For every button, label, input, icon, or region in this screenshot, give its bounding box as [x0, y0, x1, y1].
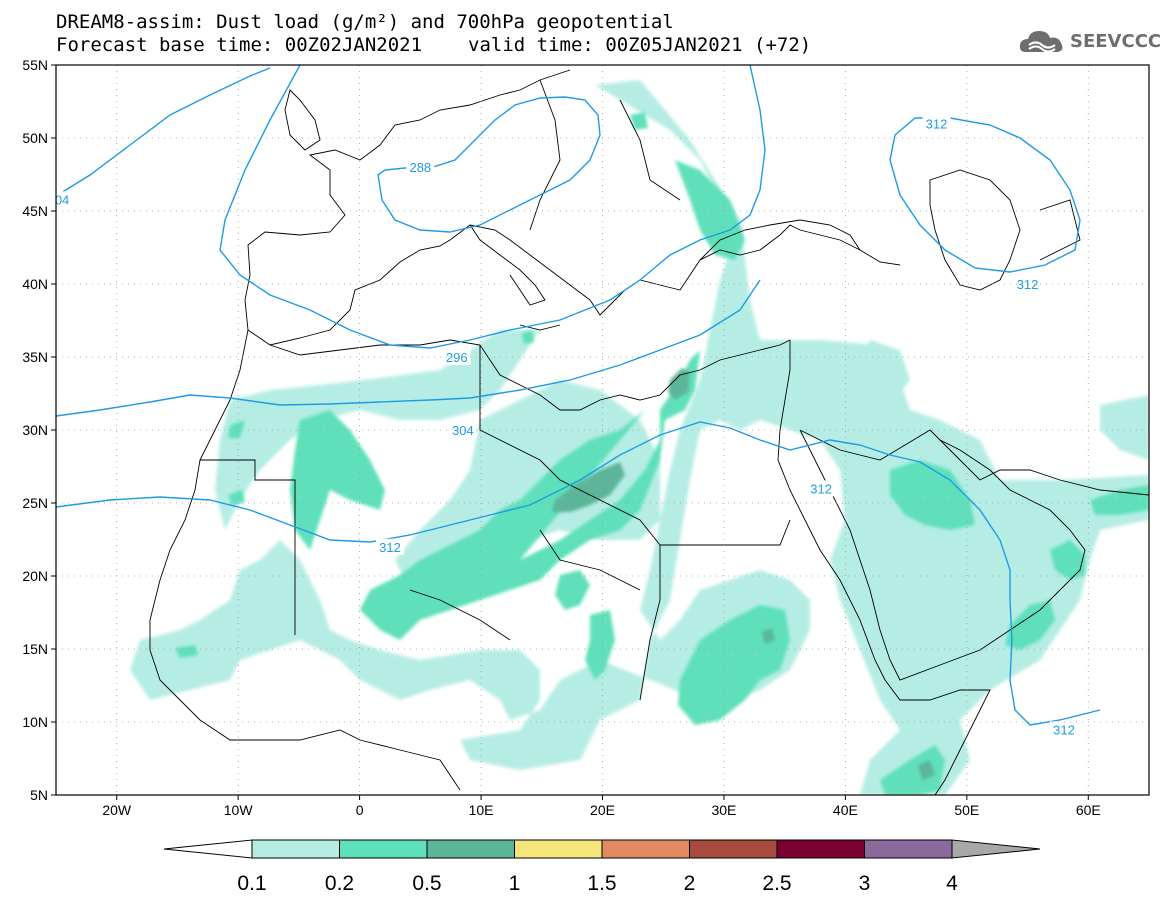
geopotential-contours: [56, 65, 1101, 726]
lat-label: 45N: [22, 203, 48, 219]
contour-label: 312: [1049, 721, 1078, 738]
legend-label: 0.2: [325, 872, 354, 895]
base-time: Forecast base time: 00Z02JAN2021: [56, 34, 423, 56]
lon-label: 20W: [102, 802, 132, 818]
dust-load-0.1-0.2: [130, 80, 1149, 795]
legend-swatch: [601, 839, 690, 859]
forecast-times: Forecast base time: 00Z02JAN2021 valid ti…: [56, 34, 811, 56]
legend-arrow-left: [163, 839, 253, 859]
legend-swatch: [864, 839, 953, 859]
contour-label-bg: [1049, 721, 1078, 738]
contour-label: 312: [375, 538, 404, 555]
legend-label: 4: [946, 872, 958, 895]
map-title: DREAM8-assim: Dust load (g/m²) and 700hP…: [56, 11, 674, 33]
contour-labels: 288 296 304 312 312 312 312 312 04: [52, 115, 1078, 738]
contour-label-text: 312: [379, 540, 401, 555]
contour-label-text: 312: [1017, 277, 1039, 292]
dust-fields: [130, 80, 1149, 795]
contour-label-text: 304: [452, 423, 474, 438]
legend-label: 1: [509, 872, 521, 895]
lon-label: 10E: [469, 802, 494, 818]
lon-label: 10W: [224, 802, 254, 818]
lat-label: 15N: [22, 641, 48, 657]
latitude-labels: 55N 50N 45N 40N 35N 30N 25N 20N 15N 10N 5N: [22, 57, 48, 803]
lat-label: 25N: [22, 495, 48, 511]
lat-label: 30N: [22, 422, 48, 438]
legend-label: 2.5: [762, 872, 791, 895]
lat-label: 50N: [22, 130, 48, 146]
contour-label: 04: [52, 191, 73, 208]
gridlines: [56, 65, 1149, 795]
contour-label-text: 312: [926, 116, 948, 131]
legend-label: 0.5: [412, 872, 441, 895]
contour-label-bg: [922, 115, 951, 132]
legend-swatch: [426, 839, 515, 859]
contour-label-bg: [448, 422, 477, 438]
lon-label: 20E: [590, 802, 615, 818]
lat-label: 40N: [22, 276, 48, 292]
legend-label: 1.5: [587, 872, 616, 895]
legend-label: 0.1: [237, 872, 266, 895]
contour-label-bg: [375, 538, 404, 555]
seevccc-logo: SEEVCCC: [1018, 26, 1161, 56]
contour-label-bg: [442, 349, 471, 365]
legend-swatch: [776, 839, 865, 859]
lat-label: 35N: [22, 349, 48, 365]
colorbar-legend: 0.1 0.2 0.5 1 1.5 2 2.5 3 4: [163, 839, 1041, 895]
contour-label-bg: [406, 159, 435, 176]
contour-label: 312: [922, 115, 951, 132]
contour-label-text: 04: [55, 192, 69, 207]
lat-label: 55N: [22, 57, 48, 73]
logo-text: SEEVCCC: [1070, 30, 1162, 52]
legend-swatch: [339, 839, 428, 859]
lon-label: 0: [356, 802, 364, 818]
legend-swatch: [251, 839, 340, 859]
contour-label: 288: [406, 159, 435, 176]
contour-label-bg: [1013, 276, 1042, 292]
lat-label: 10N: [22, 714, 48, 730]
lon-label: 30E: [711, 802, 736, 818]
contour-label-bg: [807, 480, 836, 497]
lat-label: 20N: [22, 568, 48, 584]
legend-label: 2: [684, 872, 696, 895]
legend-label: 3: [859, 872, 871, 895]
contour-label: 312: [1013, 276, 1042, 292]
longitude-labels: 20W 10W 0 10E 20E 30E 40E 50E 60E: [102, 802, 1100, 818]
contour-label-text: 312: [1053, 722, 1075, 737]
legend-swatch: [514, 839, 603, 859]
cloud-icon: [1019, 31, 1063, 53]
legend-arrow-right: [951, 839, 1041, 859]
axis-ticks: [51, 64, 1089, 800]
contour-label-text: 296: [446, 350, 468, 365]
contour-label: 304: [448, 422, 477, 438]
contour-label: 312: [807, 480, 836, 497]
contour-label-bg: [52, 191, 73, 208]
contour-label-text: 288: [409, 160, 431, 175]
lon-label: 60E: [1076, 802, 1101, 818]
legend-swatch: [689, 839, 778, 859]
contour-label: 296: [442, 349, 471, 365]
contour-label-text: 312: [810, 481, 832, 496]
lon-label: 40E: [833, 802, 858, 818]
dust-load-0.2-0.5: [175, 112, 1149, 795]
dust-load-0.5-1: [552, 368, 935, 780]
lat-label: 5N: [30, 787, 48, 803]
valid-time: valid time: 00Z05JAN2021 (+72): [468, 34, 812, 56]
lon-label: 50E: [954, 802, 979, 818]
